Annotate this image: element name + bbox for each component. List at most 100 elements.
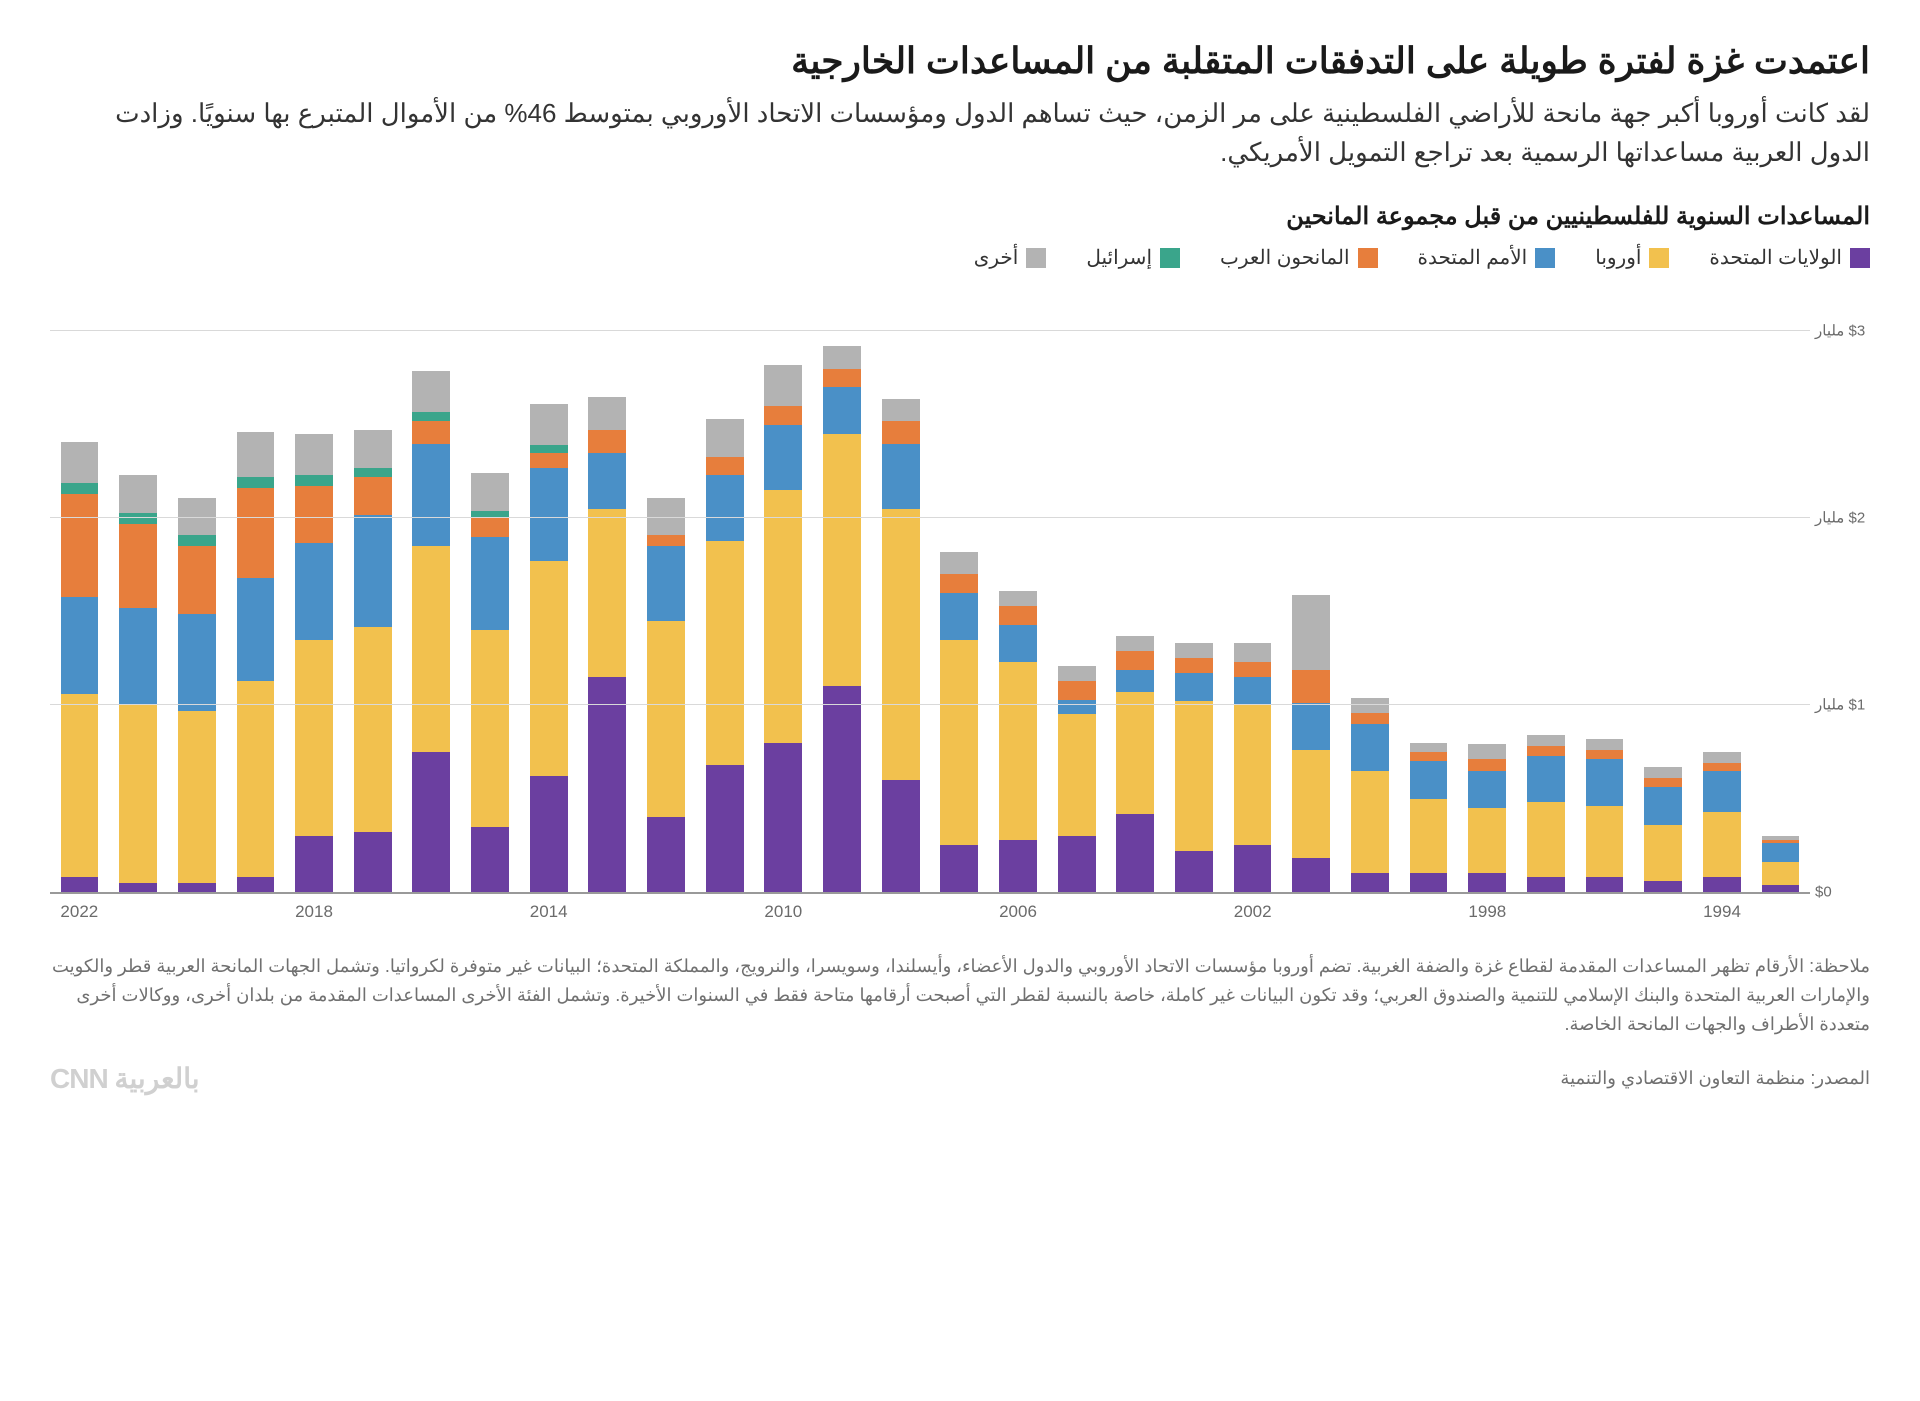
bar-2007 bbox=[940, 294, 978, 892]
bar-segment-europe bbox=[1527, 802, 1565, 877]
bar-segment-us bbox=[412, 752, 450, 892]
legend-item: الولايات المتحدة bbox=[1709, 245, 1870, 270]
bar-segment-other bbox=[1234, 643, 1272, 662]
bar-segment-other bbox=[823, 346, 861, 368]
brand-logo: CNN بالعربية bbox=[50, 1062, 200, 1095]
bar-segment-un bbox=[1351, 724, 1389, 771]
x-axis-label: 2002 bbox=[1234, 902, 1272, 922]
bar-segment-israel bbox=[61, 483, 99, 494]
bar-segment-arab bbox=[647, 535, 685, 546]
bar-2002 bbox=[1234, 294, 1272, 892]
bar-segment-other bbox=[1527, 735, 1565, 746]
bar-segment-us bbox=[1644, 881, 1682, 892]
bar-segment-un bbox=[1527, 756, 1565, 803]
bar-segment-europe bbox=[237, 681, 275, 877]
y-axis-label: $2 مليار bbox=[1815, 510, 1870, 527]
bar-segment-other bbox=[999, 591, 1037, 606]
bar-1993 bbox=[1762, 294, 1800, 892]
bar-segment-us bbox=[471, 827, 509, 892]
bar-segment-us bbox=[354, 832, 392, 892]
bar-segment-europe bbox=[178, 711, 216, 883]
legend-label: أوروبا bbox=[1595, 245, 1641, 270]
bar-segment-un bbox=[1586, 759, 1624, 806]
bar-2006 bbox=[999, 294, 1037, 892]
bar-segment-arab bbox=[823, 369, 861, 388]
bar-segment-europe bbox=[1351, 771, 1389, 874]
bar-2001 bbox=[1292, 294, 1330, 892]
bar-1998 bbox=[1468, 294, 1506, 892]
chart-title: المساعدات السنوية للفلسطينيين من قبل مجم… bbox=[50, 202, 1870, 231]
legend-label: إسرائيل bbox=[1086, 245, 1152, 270]
bar-segment-arab bbox=[882, 421, 920, 443]
y-axis-label: $1 مليار bbox=[1815, 697, 1870, 714]
bar-segment-un bbox=[706, 475, 744, 540]
bar-segment-europe bbox=[530, 561, 568, 776]
bar-segment-us bbox=[1586, 877, 1624, 892]
bar-segment-europe bbox=[823, 434, 861, 686]
bar-2014 bbox=[530, 294, 568, 892]
bar-segment-un bbox=[178, 614, 216, 711]
bar-segment-un bbox=[764, 425, 802, 490]
bar-segment-other bbox=[1703, 752, 1741, 763]
bar-segment-other bbox=[1058, 666, 1096, 681]
bar-segment-un bbox=[295, 543, 333, 640]
bar-segment-un bbox=[1234, 677, 1272, 705]
bar-segment-other bbox=[119, 475, 157, 512]
bar-segment-europe bbox=[588, 509, 626, 677]
bar-2019 bbox=[237, 294, 275, 892]
bar-segment-us bbox=[1410, 873, 1448, 892]
bar-segment-us bbox=[1116, 814, 1154, 892]
bar-segment-europe bbox=[1410, 799, 1448, 874]
bar-segment-us bbox=[1175, 851, 1213, 892]
bar-segment-europe bbox=[1644, 825, 1682, 881]
bar-segment-us bbox=[1292, 858, 1330, 892]
bar-segment-arab bbox=[295, 486, 333, 542]
bar-segment-other bbox=[237, 432, 275, 477]
bar-segment-arab bbox=[1234, 662, 1272, 677]
bar-segment-other bbox=[1468, 744, 1506, 759]
bar-segment-europe bbox=[1703, 812, 1741, 877]
bar-segment-un bbox=[237, 578, 275, 681]
bar-2021 bbox=[119, 294, 157, 892]
x-axis-label: 2010 bbox=[764, 902, 802, 922]
bar-segment-un bbox=[412, 444, 450, 547]
bar-segment-europe bbox=[119, 705, 157, 883]
bar-segment-us bbox=[530, 776, 568, 892]
chart-plot-area: $0$1 مليار$2 مليار$3 مليار bbox=[50, 294, 1810, 894]
x-axis-label: 2018 bbox=[295, 902, 333, 922]
gridline bbox=[50, 330, 1810, 331]
bar-1997 bbox=[1527, 294, 1565, 892]
bar-segment-other bbox=[1586, 739, 1624, 750]
bar-segment-other bbox=[1116, 636, 1154, 651]
bar-segment-israel bbox=[119, 513, 157, 524]
bar-segment-israel bbox=[354, 468, 392, 477]
x-axis-label: 2006 bbox=[999, 902, 1037, 922]
bar-segment-un bbox=[999, 625, 1037, 662]
bar-segment-other bbox=[61, 442, 99, 483]
bar-segment-arab bbox=[530, 453, 568, 468]
bar-segment-arab bbox=[412, 421, 450, 443]
x-axis-label: 2014 bbox=[530, 902, 568, 922]
bar-1996 bbox=[1586, 294, 1624, 892]
legend-swatch bbox=[1358, 248, 1378, 268]
bar-segment-other bbox=[882, 399, 920, 421]
bar-segment-un bbox=[823, 387, 861, 434]
bar-segment-arab bbox=[1058, 681, 1096, 700]
bar-segment-other bbox=[1410, 743, 1448, 752]
bar-segment-un bbox=[1644, 787, 1682, 824]
bar-segment-other bbox=[940, 552, 978, 574]
bar-2008 bbox=[882, 294, 920, 892]
bar-2015 bbox=[471, 294, 509, 892]
legend-item: أخرى bbox=[974, 245, 1047, 270]
bar-segment-other bbox=[1644, 767, 1682, 778]
bar-segment-arab bbox=[237, 488, 275, 578]
chart: $0$1 مليار$2 مليار$3 مليار 2022201820142… bbox=[50, 294, 1870, 924]
bar-segment-europe bbox=[1234, 705, 1272, 845]
bar-segment-arab bbox=[1527, 746, 1565, 755]
bar-segment-un bbox=[61, 597, 99, 694]
bar-segment-un bbox=[1116, 670, 1154, 692]
bar-segment-arab bbox=[354, 477, 392, 514]
bar-2017 bbox=[354, 294, 392, 892]
legend-item: المانحون العرب bbox=[1220, 245, 1378, 270]
gridline bbox=[50, 517, 1810, 518]
